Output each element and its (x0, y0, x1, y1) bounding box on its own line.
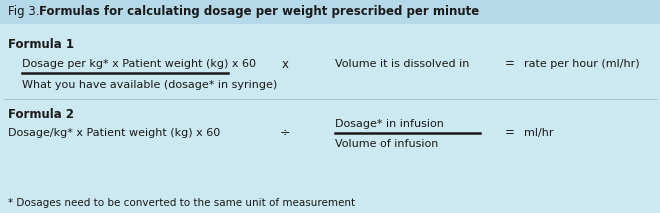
Text: ÷: ÷ (280, 127, 290, 140)
Text: Fig 3.: Fig 3. (8, 6, 40, 19)
Text: Volume of infusion: Volume of infusion (335, 139, 438, 149)
Text: Formula 2: Formula 2 (8, 108, 74, 121)
Text: * Dosages need to be converted to the same unit of measurement: * Dosages need to be converted to the sa… (8, 198, 355, 208)
Text: Volume it is dissolved in: Volume it is dissolved in (335, 59, 469, 69)
Text: =: = (505, 58, 515, 71)
Bar (0, 0, 660, 24)
Text: Dosage* in infusion: Dosage* in infusion (335, 119, 444, 129)
Text: Formula 1: Formula 1 (8, 37, 74, 50)
Text: Dosage per kg* x Patient weight (kg) x 60: Dosage per kg* x Patient weight (kg) x 6… (22, 59, 256, 69)
Text: rate per hour (ml/hr): rate per hour (ml/hr) (524, 59, 640, 69)
Text: x: x (282, 58, 288, 71)
Text: Dosage/kg* x Patient weight (kg) x 60: Dosage/kg* x Patient weight (kg) x 60 (8, 128, 220, 138)
Text: Formulas for calculating dosage per weight prescribed per minute: Formulas for calculating dosage per weig… (39, 6, 479, 19)
Text: ml/hr: ml/hr (524, 128, 554, 138)
Text: What you have available (dosage* in syringe): What you have available (dosage* in syri… (22, 80, 277, 90)
Text: =: = (505, 127, 515, 140)
